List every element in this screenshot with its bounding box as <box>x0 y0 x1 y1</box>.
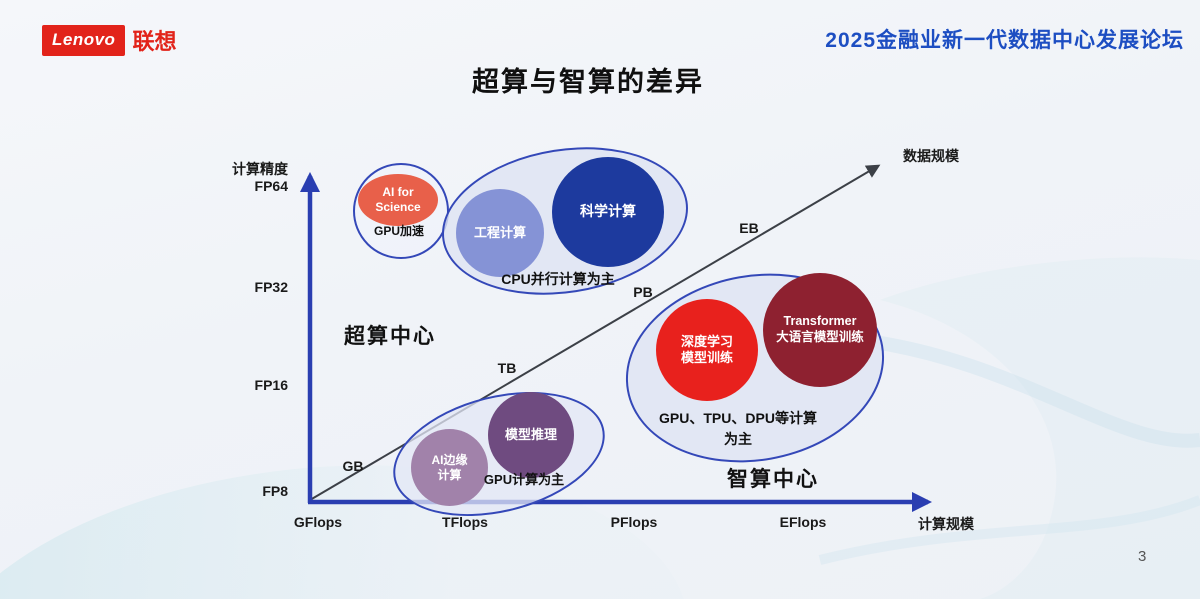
bubble-science-label: 科学计算 <box>580 203 636 220</box>
bubble-engineering-label: 工程计算 <box>473 224 526 240</box>
bubble-inference-label: 模型推理 <box>504 426 557 442</box>
region-label-supercomputing: 超算中心 <box>344 325 436 348</box>
bubble-transformer-training: Transformer 大语言模型训练 <box>763 273 877 387</box>
bubble-ai-for-science-line2: Science <box>375 200 421 214</box>
caption-gpu-computing: GPU计算为主 <box>483 472 565 487</box>
caption-cpu-parallel: CPU并行计算为主 <box>501 271 615 287</box>
y-tick-fp16: FP16 <box>254 377 288 393</box>
x-tick-gflops: GFlops <box>293 514 343 530</box>
event-title: 2025金融业新一代数据中心发展论坛 <box>825 29 1184 52</box>
diag-tick-eb: EB <box>739 220 759 236</box>
x-axis-title: 计算规模 <box>918 516 974 532</box>
x-tick-tflops: TFlops <box>442 514 488 530</box>
diagonal-axis-title: 数据规模 <box>903 148 959 164</box>
lenovo-logo: Lenovo 联想 <box>42 24 176 56</box>
diag-tick-tb: TB <box>497 360 517 376</box>
bubble-ai-edge-line1: AI边缘 <box>431 452 468 467</box>
bubble-model-inference: 模型推理 <box>488 392 574 478</box>
x-tick-eflops: EFlops <box>779 514 827 530</box>
bubble-transformer-line1: Transformer <box>783 314 857 329</box>
y-tick-fp32: FP32 <box>254 279 288 295</box>
bubble-scientific-computing: 科学计算 <box>552 157 664 267</box>
diag-tick-pb: PB <box>633 284 653 300</box>
caption-gpu-tpu-dpu-line2: 为主 <box>724 431 752 447</box>
bubble-ai-edge-computing: AI边缘 计算 <box>411 429 488 506</box>
lenovo-logo-box: Lenovo <box>42 24 126 56</box>
page-title: 超算与智算的差异 <box>472 67 704 97</box>
bubble-deep-learning-training: 深度学习 模型训练 <box>656 299 758 401</box>
bubble-ai-for-science: AI for Science <box>358 174 438 226</box>
slide-header: Lenovo 联想 2025金融业新一代数据中心发展论坛 <box>0 0 1200 60</box>
bubble-ai-edge-line2: 计算 <box>437 467 462 482</box>
bubble-deep-learning-line1: 深度学习 <box>680 333 733 349</box>
region-label-intelligent: 智算中心 <box>727 468 819 491</box>
x-tick-pflops: PFlops <box>610 514 658 530</box>
bubble-ai-for-science-line1: AI for <box>382 185 414 199</box>
y-tick-fp8: FP8 <box>262 483 288 499</box>
y-axis-title: 计算精度 <box>232 161 288 177</box>
bubble-deep-learning-line2: 模型训练 <box>680 350 733 365</box>
caption-gpu-acceleration: GPU加速 <box>373 224 424 238</box>
bubble-transformer-line2: 大语言模型训练 <box>776 330 864 344</box>
page-number: 3 <box>1138 548 1147 565</box>
y-tick-fp64: FP64 <box>254 178 288 194</box>
bubble-engineering-computing: 工程计算 <box>456 189 544 277</box>
caption-gpu-tpu-dpu: GPU、TPU、DPU等计算 为主 <box>645 408 831 450</box>
diag-tick-gb: GB <box>342 458 364 474</box>
caption-gpu-tpu-dpu-line1: GPU、TPU、DPU等计算 <box>659 410 817 426</box>
lenovo-logo-chinese: 联想 <box>132 29 177 54</box>
